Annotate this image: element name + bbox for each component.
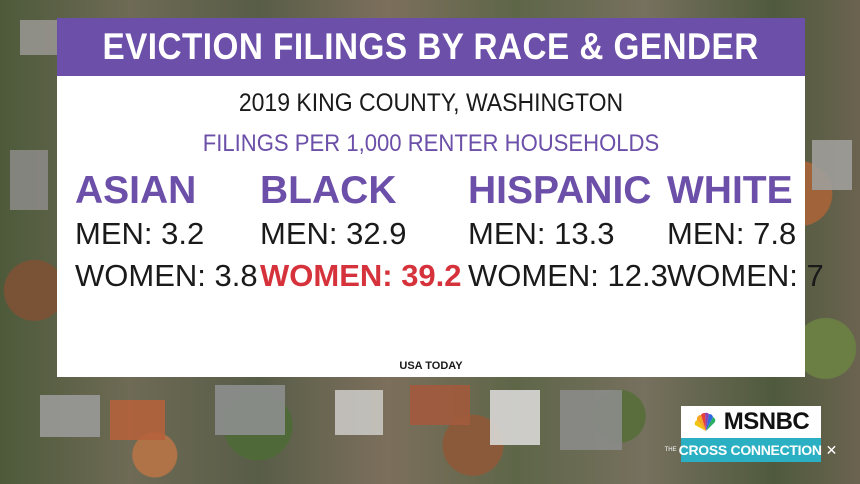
group-column-hispanic: HISPANIC MEN: 13.3 WOMEN: 12.3 <box>468 169 668 297</box>
men-stat: MEN: 32.9 <box>260 216 407 251</box>
title-banner: EVICTION FILINGS BY RACE & GENDER <box>57 18 805 76</box>
show-name: CROSS CONNECTION <box>678 442 822 458</box>
show-prefix: THE <box>664 447 677 453</box>
peacock-icon <box>694 412 716 431</box>
source-credit: USA TODAY <box>399 360 463 372</box>
group-name: WHITE <box>667 169 793 212</box>
group-name: BLACK <box>260 169 397 212</box>
group-column-black: BLACK MEN: 32.9 WOMEN: 39.2 <box>260 169 462 297</box>
data-card: 2019 KING COUNTY, WASHINGTON FILINGS PER… <box>57 76 824 377</box>
network-name: MSNBC <box>723 408 810 435</box>
women-stat: WOMEN: 12.3 <box>468 258 668 293</box>
group-column-white: WHITE MEN: 7.8 WOMEN: 7 <box>667 169 824 297</box>
group-name: ASIAN <box>75 169 197 212</box>
graphic-title: EVICTION FILINGS BY RACE & GENDER <box>102 26 760 67</box>
network-logo: MSNBC THE CROSS CONNECTION ✕ <box>665 406 837 462</box>
cross-icon: ✕ <box>825 441 838 458</box>
women-stat: WOMEN: 3.8 <box>75 258 258 293</box>
group-column-asian: ASIAN MEN: 3.2 WOMEN: 3.8 <box>75 169 258 297</box>
women-stat: WOMEN: 7 <box>667 258 824 293</box>
metric-label: FILINGS PER 1,000 RENTER HOUSEHOLDS <box>202 130 660 157</box>
women-stat-highlighted: WOMEN: 39.2 <box>260 258 462 293</box>
men-stat: MEN: 13.3 <box>468 216 615 251</box>
location-subtitle: 2019 KING COUNTY, WASHINGTON <box>238 89 624 117</box>
men-stat: MEN: 7.8 <box>667 216 797 251</box>
show-logo-bar: THE CROSS CONNECTION ✕ <box>665 438 837 462</box>
men-stat: MEN: 3.2 <box>75 216 205 251</box>
msnbc-logo-bar: MSNBC <box>681 406 821 438</box>
group-name: HISPANIC <box>468 169 652 212</box>
